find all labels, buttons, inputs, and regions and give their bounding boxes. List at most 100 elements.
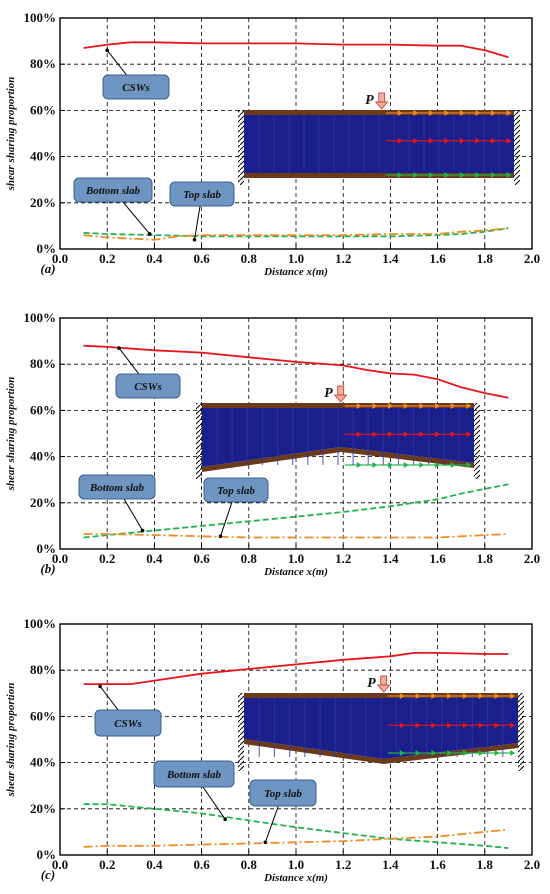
x-tick-label: 1.4 — [382, 551, 399, 566]
callout-box — [73, 177, 153, 203]
web-arrow-head — [435, 431, 441, 438]
x-tick-label: 0.6 — [193, 857, 210, 872]
y-tick-label: 40% — [30, 755, 56, 770]
web-arrow-head — [459, 137, 465, 144]
y-tick-label: 0% — [37, 241, 57, 256]
right-support — [518, 693, 524, 771]
top-slab-arrow-head — [419, 403, 425, 409]
right-support — [514, 110, 520, 185]
x-tick-label: 0.8 — [241, 251, 258, 266]
bottom-slab-arrow-head — [399, 750, 405, 756]
x-tick-label: 1.2 — [335, 551, 351, 566]
left-support — [196, 403, 202, 479]
web-arrow-head — [388, 431, 394, 438]
x-tick-label: 1.0 — [288, 551, 304, 566]
callout-label: Top slab — [183, 189, 221, 201]
x-tick-label: 1.6 — [429, 251, 446, 266]
x-tick-label: 0.0 — [52, 857, 68, 872]
x-tick-label: 0.6 — [193, 251, 210, 266]
callout-box — [249, 779, 317, 807]
load-arrow-head — [376, 684, 391, 693]
x-tick-label: 1.6 — [429, 551, 446, 566]
callout-label: CSWs — [114, 718, 142, 730]
top-slab-arrow-head — [466, 403, 472, 409]
top-slab-arrow-head — [478, 693, 484, 699]
load-arrow-head — [374, 101, 389, 110]
callout: Top slab — [169, 181, 235, 242]
callout-box — [153, 760, 235, 788]
callout: Bottom slab — [73, 177, 153, 236]
x-tick-label: 2.0 — [524, 251, 540, 266]
callout: CSWs — [115, 346, 181, 399]
panel-label: (c) — [41, 867, 55, 882]
callout-label: Bottom slab — [85, 185, 141, 197]
top-slab-arrow-head — [399, 693, 405, 699]
bottom-slab-arrow-head — [428, 172, 434, 178]
top-slab-arrow-head — [435, 403, 441, 409]
bottom-slab-arrow-head — [435, 462, 441, 468]
x-axis-label: Distance x(m) — [263, 872, 328, 884]
bottom-slab-arrow-head — [431, 750, 437, 756]
callout-label: CSWs — [134, 381, 162, 393]
callout-box — [115, 373, 181, 399]
callout-label: Bottom slab — [89, 482, 145, 494]
x-tick-label: 1.4 — [382, 251, 399, 266]
top-slab-arrow-head — [459, 110, 465, 116]
series-line-bottom-slab — [83, 803, 509, 849]
bottom-slab-arrow-head — [462, 750, 468, 756]
series-line-top-slab — [83, 227, 509, 241]
y-tick-label: 100% — [24, 310, 57, 325]
x-tick-label: 1.8 — [477, 251, 494, 266]
load-arrow-shaft — [378, 92, 386, 103]
top-slab-arrow-head — [397, 110, 403, 116]
callout: Bottom slab — [78, 474, 156, 533]
load-arrow-shaft — [337, 385, 345, 396]
series-line-csws — [83, 344, 509, 399]
bottom-slab-arrow-head — [475, 172, 481, 178]
bottom-slab-arrow-head — [494, 750, 500, 756]
callout-box — [102, 74, 170, 100]
x-tick-label: 1.2 — [335, 251, 351, 266]
top-slab-arrow-head — [494, 693, 500, 699]
callout-label: Bottom slab — [166, 769, 222, 781]
top-flange — [244, 110, 514, 115]
bottom-slab-arrow-head — [356, 462, 362, 468]
x-tick-label: 1.6 — [429, 857, 446, 872]
y-tick-label: 0% — [37, 847, 57, 862]
x-tick-label: 1.2 — [335, 857, 351, 872]
panel-a: 0.0 0.2 0.4 0.6 0.8 1.0 1.2 1.4 1.6 1.8 2.0 0% 20% 40… — [5, 10, 540, 278]
y-tick-label: 60% — [30, 102, 56, 117]
web-arrow-head — [431, 722, 437, 729]
x-tick-label: 0.4 — [146, 551, 163, 566]
left-support — [238, 693, 244, 771]
callout-box — [169, 181, 235, 207]
top-slab-arrow-head — [450, 403, 456, 409]
web-arrow-head — [510, 722, 516, 729]
callout-point — [117, 346, 121, 350]
web-arrow-head — [428, 137, 434, 144]
beam-inset: P — [238, 92, 520, 185]
x-axis-label: Distance x(m) — [263, 566, 328, 578]
web-arrow-head — [447, 722, 453, 729]
y-tick-label: 20% — [30, 801, 56, 816]
x-tick-label: 2.0 — [524, 551, 540, 566]
x-tick-label: 0.4 — [146, 857, 163, 872]
bottom-slab-arrow-head — [466, 462, 472, 468]
x-tick-label: 0.2 — [99, 551, 115, 566]
callout-label: Top slab — [264, 788, 302, 800]
panel-b: 0.0 0.2 0.4 0.6 0.8 1.0 1.2 1.4 1.6 1.8 2.0 0% 20% 40… — [5, 310, 540, 578]
web-arrow-head — [475, 137, 481, 144]
y-tick-label: 40% — [30, 449, 56, 464]
callout-point — [105, 48, 109, 53]
bottom-slab-arrow-head — [450, 462, 456, 468]
top-slab-arrow-head — [462, 693, 468, 699]
web-arrow-head — [419, 431, 425, 438]
y-tick-label: 100% — [24, 616, 57, 631]
callout-point — [218, 534, 223, 539]
x-tick-label: 1.4 — [382, 857, 399, 872]
bottom-slab-arrow-head — [397, 172, 403, 178]
x-tick-label: 1.0 — [288, 251, 304, 266]
web-arrow-head — [397, 137, 403, 144]
series-line-top-slab — [83, 828, 509, 848]
